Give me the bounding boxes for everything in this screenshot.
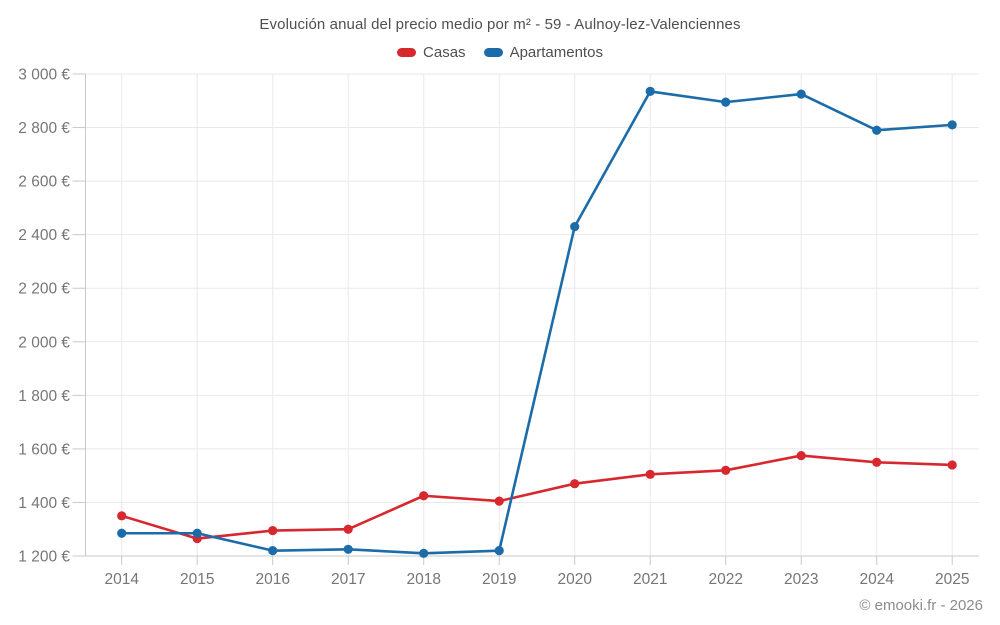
x-axis-label: 2019 <box>482 571 516 588</box>
legend-item-casas[interactable]: Casas <box>397 44 466 61</box>
x-axis-label: 2020 <box>557 571 592 588</box>
apartamentos-point-2021[interactable] <box>645 86 655 97</box>
apartamentos-legend-label: Apartamentos <box>509 44 603 61</box>
casas-point-2018[interactable] <box>419 491 429 501</box>
apartamentos-point-2017[interactable] <box>343 544 353 554</box>
apartamentos-point-2015[interactable] <box>192 528 202 538</box>
y-axis-label: 1 800 € <box>18 388 70 405</box>
x-axis-label: 2018 <box>406 571 440 588</box>
casas-point-2017[interactable] <box>343 524 353 534</box>
casas-point-2025[interactable] <box>947 460 957 470</box>
x-axis-label: 2016 <box>255 571 289 588</box>
casas-point-2022[interactable] <box>721 465 731 475</box>
casas-point-2016[interactable] <box>268 525 278 536</box>
y-axis-label: 3 000 € <box>18 67 70 84</box>
watermark-credit: © emooki.fr - 2026 <box>859 597 983 614</box>
legend-item-apartamentos[interactable]: Apartamentos <box>483 44 603 61</box>
x-axis-label: 2022 <box>708 571 742 588</box>
casas-point-2019[interactable] <box>494 496 504 506</box>
casas-legend-label: Casas <box>423 44 466 61</box>
x-axis-label: 2017 <box>331 571 365 588</box>
x-axis-label: 2014 <box>104 571 139 588</box>
casas-legend-swatch-icon <box>397 48 417 57</box>
apartamentos-point-2014[interactable] <box>117 528 127 538</box>
y-axis-label: 2 200 € <box>18 281 70 298</box>
apartamentos-point-2023[interactable] <box>796 89 806 99</box>
apartamentos-point-2016[interactable] <box>268 546 278 556</box>
y-axis-label: 2 000 € <box>18 334 70 351</box>
apartamentos-legend-swatch-icon <box>483 48 503 57</box>
casas-line <box>120 454 954 540</box>
casas-point-2023[interactable] <box>796 450 806 461</box>
y-axis-label: 1 400 € <box>18 495 70 512</box>
y-axis-label: 1 200 € <box>18 549 70 566</box>
apartamentos-line <box>120 90 954 555</box>
casas-point-2021[interactable] <box>645 469 655 479</box>
y-axis-label: 2 800 € <box>18 120 70 137</box>
x-axis-label: 2024 <box>859 571 894 588</box>
y-axis-label: 2 600 € <box>18 174 70 191</box>
y-axis-label: 1 600 € <box>18 441 70 458</box>
x-axis-label: 2015 <box>180 571 214 588</box>
apartamentos-point-2024[interactable] <box>872 125 882 135</box>
casas-point-2020[interactable] <box>570 479 580 489</box>
apartamentos-point-2019[interactable] <box>494 546 504 556</box>
casas-point-2014[interactable] <box>117 511 127 521</box>
apartamentos-point-2022[interactable] <box>721 97 731 107</box>
x-axis-label: 2023 <box>784 571 818 588</box>
x-axis-label: 2021 <box>633 571 667 588</box>
apartamentos-point-2025[interactable] <box>947 120 957 130</box>
apartamentos-point-2018[interactable] <box>419 548 429 558</box>
chart-title: Evolución anual del precio medio por m² … <box>259 16 741 33</box>
x-axis-label: 2025 <box>935 571 969 588</box>
apartamentos-point-2020[interactable] <box>570 222 580 232</box>
casas-point-2024[interactable] <box>872 457 882 467</box>
chart-legend: Casas Apartamentos <box>0 44 1000 61</box>
y-axis-label: 2 400 € <box>18 227 70 244</box>
